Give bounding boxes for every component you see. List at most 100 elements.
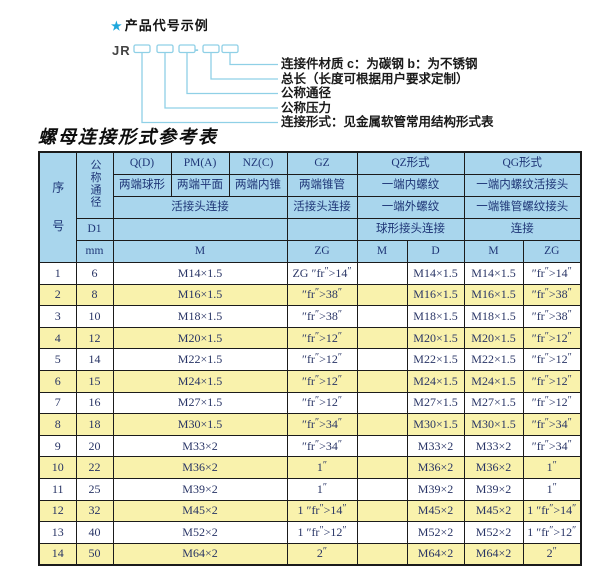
- star-icon: ★: [111, 19, 123, 33]
- cell-seq: 2: [38, 283, 77, 307]
- header-qz-conn: 球形接头连接: [356, 218, 465, 241]
- cell-zg: ″fr″>38″: [286, 283, 358, 307]
- table-row: 3 10 M18×1.5 ″fr″>38″ M18×1.5 M18×1.5 ″fr″>38″: [38, 305, 582, 328]
- header-gz-sub: 两端锥管: [286, 174, 358, 197]
- cell-qz_m: [356, 369, 408, 393]
- cell-zg: 1 ″fr″>12″: [286, 521, 358, 544]
- cell-dn: 22: [75, 456, 114, 479]
- table-row: 12 32 M45×2 1 ″fr″>14″ M45×2 M45×2 1 ″fr″>14″: [38, 499, 582, 523]
- cell-qz_m: [356, 542, 408, 566]
- code-label-list: 连接件材质 c：为碳钢 b：为不锈钢 总长（长度可根据用户要求定制） 公称通径 …: [281, 57, 494, 130]
- product-code-prefix: JR: [112, 43, 131, 58]
- cell-qz_d: M16×1.5: [406, 283, 465, 307]
- cell-seq: 10: [38, 456, 77, 479]
- cell-qg_m: M64×2: [463, 542, 524, 566]
- cell-qz_m: [356, 326, 408, 350]
- header-qg-m: M: [463, 240, 524, 263]
- cell-zg: ZG ″fr″>14″: [286, 262, 358, 285]
- cell-qz_m: [356, 499, 408, 523]
- cell-m: M27×1.5: [112, 391, 288, 415]
- cell-m: M24×1.5: [112, 369, 288, 393]
- code-label-diameter: 公称通径: [281, 86, 332, 100]
- cell-qz_d: M45×2: [406, 499, 465, 523]
- cell-seq: 7: [38, 391, 77, 415]
- cell-qz_m: [356, 305, 408, 328]
- cell-dn: 15: [75, 369, 114, 393]
- cell-qz_d: M39×2: [406, 477, 465, 501]
- cell-qz_m: [356, 283, 408, 307]
- cell-qg_m: M30×1.5: [463, 413, 524, 436]
- table-row: 4 12 M20×1.5 ″fr″>12″ M20×1.5 M20×1.5 ″fr″>12″: [38, 326, 582, 350]
- header-joint-conn: 活接头连接: [112, 196, 288, 219]
- cell-qz_m: [356, 413, 408, 436]
- product-code-dash: -: [194, 41, 199, 57]
- table-row: 13 40 M52×2 1 ″fr″>12″ M52×2 M52×2 1 ″fr″>12″: [38, 521, 582, 544]
- cell-zg: 1″: [286, 456, 358, 479]
- header-qz-m: M: [356, 240, 408, 263]
- header-qz-d: D: [406, 240, 465, 263]
- cell-m: M33×2: [112, 434, 288, 458]
- header-gz-conn: 活接头连接: [286, 196, 358, 219]
- header-qz-sub1: 一端内螺纹: [356, 174, 465, 197]
- table-title: 螺母连接形式参考表: [38, 127, 218, 147]
- header-pm-sub: 两端平面: [170, 174, 230, 197]
- header-pm: PM(A): [170, 151, 230, 175]
- cell-qg_zg: ″fr″>12″: [522, 348, 582, 371]
- cell-qz_m: [356, 477, 408, 501]
- table-row: 7 16 M27×1.5 ″fr″>12″ M27×1.5 M27×1.5 ″fr″>12″: [38, 391, 582, 415]
- header-nz-sub: 两端内锥: [228, 174, 288, 197]
- table-row: 5 14 M22×1.5 ″fr″>12″ M22×1.5 M22×1.5 ″fr″>12″: [38, 348, 582, 371]
- header-qg-sub1: 一端内螺纹活接头: [463, 174, 582, 197]
- cell-m: M45×2: [112, 499, 288, 523]
- header-d1: D1: [75, 218, 114, 241]
- header-seq: 序号: [38, 151, 77, 263]
- header-q: Q(D): [112, 151, 172, 175]
- code-label-material: 连接件材质 c：为碳钢 b：为不锈钢: [281, 57, 478, 71]
- cell-seq: 1: [38, 262, 77, 285]
- cell-zg: ″fr″>38″: [286, 305, 358, 328]
- code-label-connection: 连接形式：见金属软管常用结构形式表: [281, 115, 494, 129]
- header-mm: mm: [75, 240, 114, 263]
- cell-qg_m: M18×1.5: [463, 305, 524, 328]
- header-empty-gz: [286, 218, 358, 241]
- cell-qz_d: M64×2: [406, 542, 465, 566]
- cell-seq: 3: [38, 305, 77, 328]
- table-row: 8 18 M30×1.5 ″fr″>34″ M30×1.5 M30×1.5 ″fr″>34″: [38, 413, 582, 436]
- cell-qz_d: M18×1.5: [406, 305, 465, 328]
- table-row: 11 25 M39×2 1″ M39×2 M39×2 1″: [38, 477, 582, 501]
- cell-qg_zg: ″fr″>12″: [522, 391, 582, 415]
- table-row: 10 22 M36×2 1″ M36×2 M36×2 1″: [38, 456, 582, 479]
- table-row: 14 50 M64×2 2″ M64×2 M64×2 2″: [38, 542, 582, 566]
- cell-qg_m: M45×2: [463, 499, 524, 523]
- connector-line-2: [164, 53, 278, 109]
- code-box-5: [221, 44, 239, 54]
- cell-zg: 2″: [286, 542, 358, 566]
- cell-qg_m: M14×1.5: [463, 262, 524, 285]
- cell-qz_m: [356, 262, 408, 285]
- table-row: 2 8 M16×1.5 ″fr″>38″ M16×1.5 M16×1.5 ″fr″>38″: [38, 283, 582, 307]
- cell-qz_d: M30×1.5: [406, 413, 465, 436]
- cell-qz_d: M52×2: [406, 521, 465, 544]
- cell-m: M52×2: [112, 521, 288, 544]
- cell-qz_m: [356, 434, 408, 458]
- cell-qg_m: M36×2: [463, 456, 524, 479]
- cell-zg: 1 ″fr″>14″: [286, 499, 358, 523]
- cell-zg: ″fr″>12″: [286, 326, 358, 350]
- cell-qz_m: [356, 348, 408, 371]
- cell-dn: 10: [75, 305, 114, 328]
- section-title-text: 产品代号示例: [124, 18, 209, 33]
- header-qz-sub2: 一端外螺纹: [356, 196, 465, 219]
- cell-m: M36×2: [112, 456, 288, 479]
- cell-qg_zg: ″fr″>34″: [522, 434, 582, 458]
- cell-seq: 13: [38, 521, 77, 544]
- header-qg-sub2: 一端锥管螺纹接头: [463, 196, 582, 219]
- cell-qz_d: M22×1.5: [406, 348, 465, 371]
- cell-dn: 40: [75, 521, 114, 544]
- cell-qz_d: M20×1.5: [406, 326, 465, 350]
- cell-qz_d: M27×1.5: [406, 391, 465, 415]
- code-label-length: 总长（长度可根据用户要求定制）: [281, 71, 469, 86]
- cell-seq: 9: [38, 434, 77, 458]
- header-qg: QG形式: [463, 151, 582, 175]
- cell-m: M16×1.5: [112, 283, 288, 307]
